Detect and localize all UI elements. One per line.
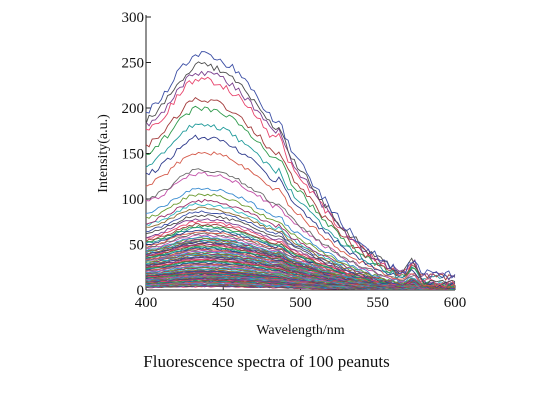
spectrum-line (145, 51, 456, 279)
axes: 0 50 100 150 200 250 300 400 450 500 550 600 (122, 10, 467, 311)
x-tick-label: 550 (367, 295, 390, 311)
x-tick-label: 500 (289, 295, 312, 311)
y-tick-label: 300 (122, 10, 145, 26)
spectra-series (145, 51, 456, 290)
y-tick-label: 200 (122, 101, 145, 117)
spectrum-line (145, 252, 455, 290)
spectrum-line (145, 236, 455, 290)
y-tick-label: 50 (129, 238, 144, 254)
spectrum-line (145, 105, 456, 288)
figure-caption: Fluorescence spectra of 100 peanuts (143, 352, 390, 371)
spectrum-line (145, 61, 456, 285)
spectrum-line (145, 123, 456, 281)
spectrum-line (145, 151, 456, 288)
y-axis-title: Intensity(a.u.) (96, 114, 111, 193)
x-tick-label: 450 (212, 295, 235, 311)
y-tick-label: 150 (122, 147, 145, 163)
spectrum-line (145, 218, 456, 290)
x-axis-title: Wavelength/nm (256, 323, 344, 338)
x-tick-label: 600 (444, 295, 467, 311)
y-tick-label: 250 (122, 56, 145, 72)
x-tick-label: 400 (135, 295, 158, 311)
spectrum-line (145, 168, 456, 286)
spectrum-line (145, 193, 456, 287)
y-tick-label: 100 (122, 192, 145, 208)
y-tick-label: 0 (137, 283, 145, 299)
